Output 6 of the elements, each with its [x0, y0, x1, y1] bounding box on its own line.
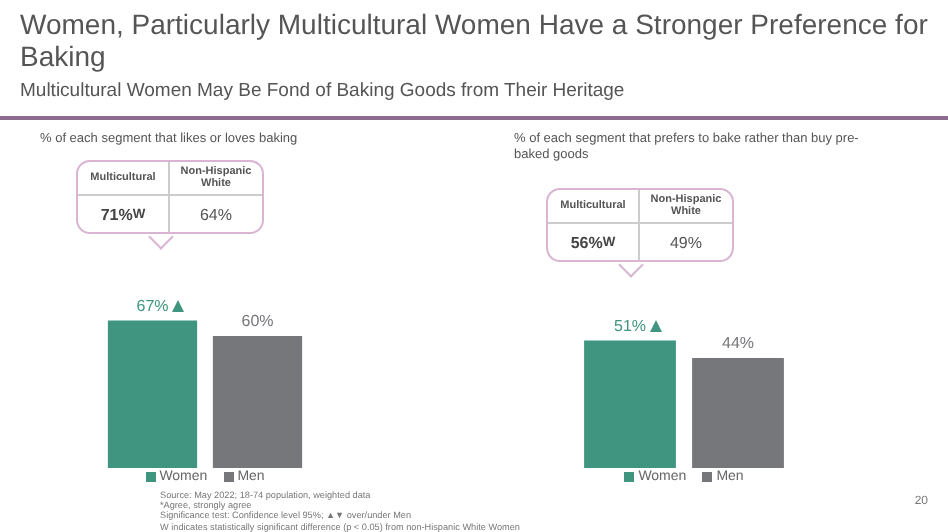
data-label: 44%: [721, 334, 755, 353]
chart-subtitle: Multicultural Women May Be Fond of Baking Goods from Their Heritage: [20, 80, 625, 102]
data-label: 60%: [241, 312, 274, 331]
data-label: 67%: [136, 297, 169, 316]
text: Women, Particularly Multicultural Women Have a Stronger Preference for Baking: [20, 8, 930, 72]
data-label: 51%: [613, 316, 647, 335]
